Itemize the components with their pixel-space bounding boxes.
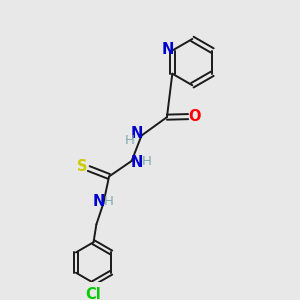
Text: N: N	[130, 126, 142, 141]
Text: O: O	[188, 109, 201, 124]
Text: N: N	[130, 155, 143, 170]
Text: H: H	[104, 194, 114, 208]
Text: Cl: Cl	[86, 287, 101, 300]
Text: H: H	[141, 155, 151, 168]
Text: N: N	[162, 43, 174, 58]
Text: N: N	[92, 194, 104, 209]
Text: S: S	[77, 159, 88, 174]
Text: H: H	[125, 134, 135, 147]
